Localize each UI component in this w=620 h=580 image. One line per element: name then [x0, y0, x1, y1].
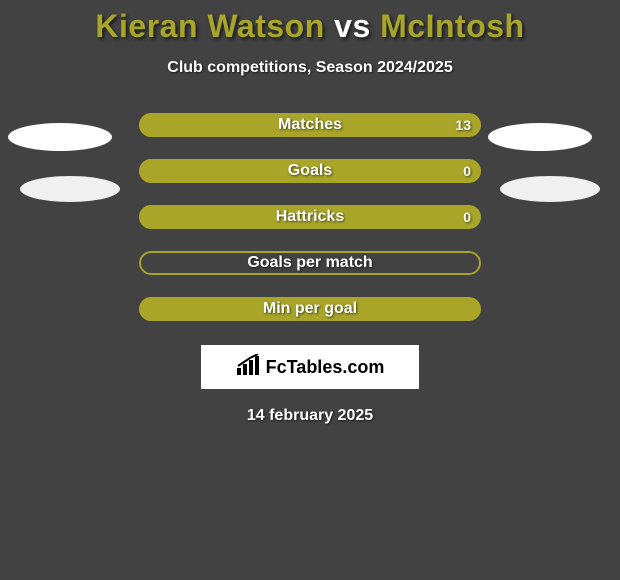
stat-row: Min per goal	[0, 297, 620, 321]
stat-label: Min per goal	[263, 300, 357, 318]
stat-label: Goals	[288, 162, 332, 180]
decorative-ellipse	[8, 123, 112, 151]
player2-name: McIntosh	[380, 8, 524, 44]
decorative-ellipse	[20, 176, 120, 202]
stat-label: Goals per match	[247, 254, 372, 272]
stat-bar: Min per goal	[139, 297, 481, 321]
vs-text: vs	[334, 8, 371, 44]
stat-label: Hattricks	[276, 208, 344, 226]
comparison-card: Kieran Watson vs McIntosh Club competiti…	[0, 0, 620, 425]
player1-name: Kieran Watson	[95, 8, 324, 44]
stat-bar: Goals per match	[139, 251, 481, 275]
page-title: Kieran Watson vs McIntosh	[95, 8, 524, 45]
stat-bar: Matches 13	[139, 113, 481, 137]
subtitle: Club competitions, Season 2024/2025	[167, 59, 452, 77]
stat-row: Hattricks 0	[0, 205, 620, 229]
decorative-ellipse	[488, 123, 592, 151]
brand-box: FcTables.com	[201, 345, 419, 389]
brand-icon	[236, 354, 262, 381]
stat-value-right: 0	[463, 209, 471, 225]
stat-row: Goals per match	[0, 251, 620, 275]
brand-text: FcTables.com	[266, 357, 385, 378]
stat-value-right: 0	[463, 163, 471, 179]
date-text: 14 february 2025	[247, 407, 373, 425]
stat-bar: Goals 0	[139, 159, 481, 183]
decorative-ellipse	[500, 176, 600, 202]
stat-bar: Hattricks 0	[139, 205, 481, 229]
stat-value-right: 13	[455, 117, 471, 133]
stat-label: Matches	[278, 116, 342, 134]
